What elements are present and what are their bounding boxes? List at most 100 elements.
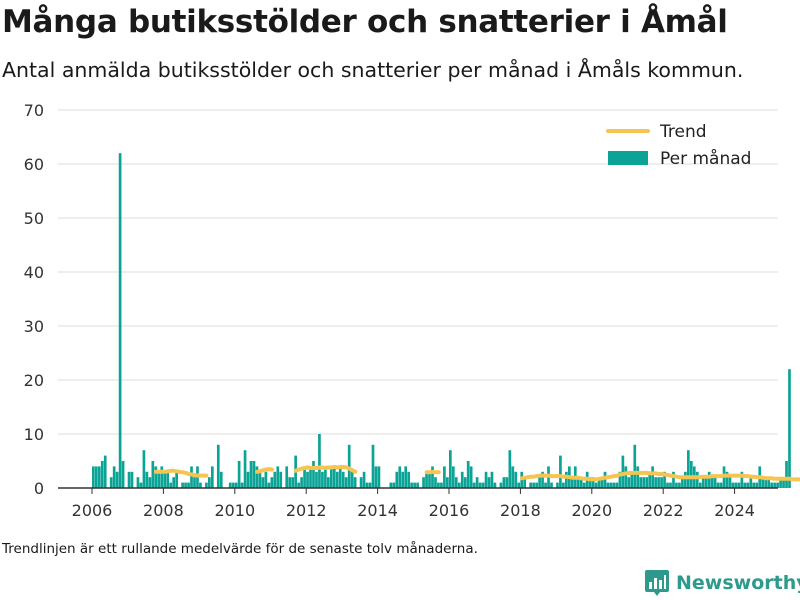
bar [368,482,372,488]
bar [407,471,411,488]
x-axis: 2006 2008 2010 2012 2014 2016 2018 2020 2022 2024 [58,487,778,520]
x-tick-label: 2018 [500,501,541,520]
brand-name: Newsworthy [676,572,800,594]
bar [315,471,318,488]
bar [332,466,336,488]
bar [579,477,583,488]
bar [157,471,161,488]
bar [145,471,149,488]
bar [306,471,309,488]
y-tick-label: 20 [24,371,44,390]
bar [576,477,580,488]
bar [687,450,690,488]
bar [719,482,723,488]
bar [502,477,506,488]
bar [312,461,315,488]
bar [252,461,256,488]
bar [94,466,98,488]
bar [246,471,250,488]
bar [205,482,208,488]
bar [327,477,330,488]
bar [422,477,425,488]
bar [446,477,449,488]
bar [365,482,369,488]
y-tick-label: 0 [34,479,44,498]
bar [728,477,732,488]
bar [734,482,738,488]
bar [347,444,351,488]
bar [556,482,559,488]
bar [570,477,574,488]
bar [255,466,259,488]
bar [764,477,768,488]
bar [264,471,268,488]
bar [454,477,458,488]
bar [276,466,280,488]
bar [651,466,654,488]
bar [321,471,324,488]
bar [261,477,265,488]
legend-bars-swatch [608,151,648,165]
y-tick-label: 10 [24,425,44,444]
bar [300,477,303,488]
bar [630,471,634,488]
bar [716,482,720,488]
bar [148,477,152,488]
bar [481,482,485,488]
bar [541,471,544,488]
bar [618,471,622,488]
bar [154,466,158,488]
bar [710,477,714,488]
bar [562,482,565,488]
bar [675,482,678,488]
bar [654,477,657,488]
bar [648,471,651,488]
bar [731,482,735,488]
bar [660,477,663,488]
bar [457,482,461,488]
bar [353,477,357,488]
bar [118,153,122,488]
bar [606,482,610,488]
bar [362,471,366,488]
bar [514,471,518,488]
bar [291,477,294,488]
bar [267,482,271,488]
bar [172,477,175,488]
bar [142,450,146,488]
brand-logo[interactable]: Newsworthy [644,568,800,598]
bar [600,477,604,488]
bar [451,466,455,488]
bar [627,477,631,488]
bar [240,482,244,488]
x-tick-label: 2020 [571,501,612,520]
bar [231,482,235,488]
bar [437,482,440,488]
bar [431,466,434,488]
bar [121,461,125,488]
bar [559,455,562,488]
bar [645,477,649,488]
bar [324,466,327,488]
bar [151,461,155,488]
legend-bars-label: Per månad [660,148,751,169]
bar [270,477,274,488]
bar [243,450,247,488]
bar [508,450,512,488]
bar [374,466,378,488]
bar [434,477,437,488]
bar [413,482,416,488]
bar [737,482,741,488]
legend: Trend Per månad [606,122,751,169]
bar [695,471,699,488]
bar [115,471,119,488]
bar [511,466,515,488]
y-tick-label: 40 [24,263,44,282]
bar [609,482,613,488]
chart-subtitle: Antal anmälda butiksstölder och snatteri… [2,58,744,82]
bar [130,471,134,488]
bar [392,482,396,488]
bar [779,477,782,488]
bar [594,482,598,488]
